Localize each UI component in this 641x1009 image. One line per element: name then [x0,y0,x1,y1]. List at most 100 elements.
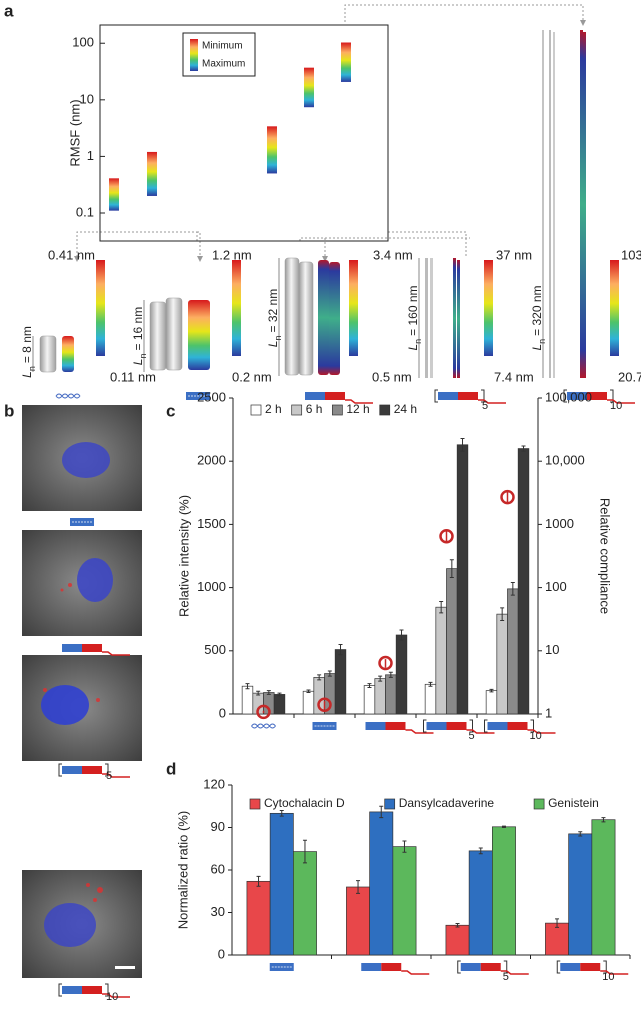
length-symbol: L [266,341,280,348]
nucleus [44,903,96,947]
dot [96,698,100,702]
error-bar [302,839,307,864]
min-label: 7.4 nm [494,369,534,384]
cell-images [22,405,142,978]
connector [197,231,201,258]
icon-block [361,963,382,971]
bar [492,826,516,956]
connector [299,237,326,258]
error-bar [388,671,393,678]
y-tick-label: 100 [72,35,94,50]
length-label: Ln = 32 nm [266,289,283,347]
y-tick-label: 0.1 [76,204,94,219]
min-label: 0.11 nm [110,369,156,384]
bar [496,613,508,715]
red-dots [43,583,103,902]
icon-bracket [434,389,485,403]
bar [568,833,593,956]
y2-tick-label: 100 [545,579,567,594]
icon-block [381,963,402,971]
dot [43,688,47,692]
y-tick-label: 2000 [197,453,226,468]
legend-label: Minimum [202,41,243,52]
icon-tail [405,729,434,734]
min-label: 0.2 nm [232,369,272,384]
bar [395,634,408,715]
icon-tail [500,970,529,975]
icon-block [458,392,478,400]
length-value: = 16 nm [131,307,145,351]
nucleus [77,558,113,602]
icon-dna [55,393,81,399]
range-bar [341,42,351,82]
cylinder [62,336,74,372]
icon-block [460,963,481,971]
length-label: Ln = 8 nm [20,326,37,378]
y2-tick-label: 1 [545,705,552,720]
legend-swatch [384,798,396,810]
panel-label: a [4,1,14,20]
error-bar [317,674,322,681]
error-bar [500,607,505,621]
error-bar [601,817,606,823]
icon-tail [345,399,373,404]
compliance-point [317,697,332,713]
bar [468,850,493,956]
x-tick-label: 10 [530,730,542,742]
range-bar [147,151,157,196]
error-bar [279,810,284,817]
dot [60,588,64,592]
dot [86,883,90,887]
cylinder [165,297,183,371]
length-value: = 160 nm [406,285,420,335]
y-axis-title: Relative intensity (%) [176,495,191,617]
max-label: 103 nm [621,247,641,262]
legend-label: Dansylcadaverine [399,796,495,810]
legend-label: 24 h [394,402,417,416]
icon-block [62,986,82,994]
icon-block [82,986,102,994]
error-bar [378,675,383,682]
panel-label: d [166,759,176,778]
error-bar [277,692,282,697]
icon-block [487,722,508,730]
icon-tail [102,773,130,778]
cylinder [318,260,329,375]
bar [273,694,286,715]
icon-block [580,963,601,971]
length-value: = 32 nm [266,289,280,333]
y-axis-title: RMSF (nm) [67,99,82,166]
dot [97,887,103,893]
icon-bracket [423,719,473,733]
error-bar [306,689,311,694]
error-bar [428,681,433,687]
bar [363,685,376,715]
dot [68,583,72,587]
icon-bracket [457,960,508,974]
icon-bracket [484,719,534,733]
cylinder [580,30,583,378]
colorbar [484,260,493,356]
length-symbol: L [530,344,544,351]
bar [269,812,294,956]
colorbar [610,260,619,356]
error-bar [521,445,526,452]
icon-block [507,722,528,730]
bar [424,683,437,715]
length-symbol: L [131,359,145,366]
colorbar [349,260,358,356]
length-subscript: n [273,336,283,341]
icon-block [567,392,587,400]
compliance-point [500,489,515,505]
cylinder [329,262,340,375]
colorbars [96,260,619,356]
cylinder [39,335,57,373]
y2-tick-label: 100,000 [545,389,592,404]
cylinder [457,260,460,378]
legend-swatch [533,798,545,810]
error-bar [501,825,506,828]
bar [246,880,271,956]
icon-block [325,392,345,400]
y-tick-label: 1000 [197,579,226,594]
panel-label: c [166,401,175,420]
